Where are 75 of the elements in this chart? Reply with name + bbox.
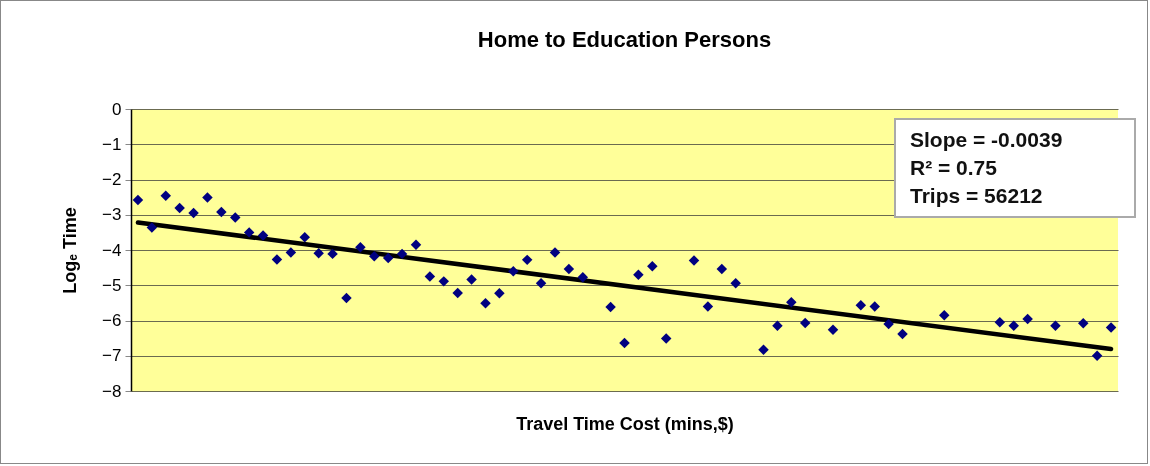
point [438, 276, 450, 287]
y-tick-label: −2 [102, 170, 122, 189]
point [799, 317, 811, 329]
y-tick-label: −3 [102, 205, 122, 225]
point [369, 251, 380, 262]
point [730, 277, 741, 289]
point [466, 274, 477, 285]
point [1091, 350, 1103, 361]
text-box: Slope = -0.0039 R² = 0.75 Trips = 56212 [894, 118, 1136, 218]
point [508, 265, 519, 277]
point [188, 207, 199, 219]
point [174, 202, 185, 214]
point [480, 297, 491, 309]
point [521, 254, 533, 266]
point [327, 248, 338, 260]
point [897, 328, 908, 340]
point [341, 292, 352, 304]
point [452, 287, 463, 299]
chart-title: Home to Education Persons [477, 27, 772, 52]
x-axis-title: Travel Time Cost (mins,$) [516, 413, 734, 434]
point [257, 230, 269, 241]
point [132, 194, 144, 206]
point [619, 337, 630, 349]
point [410, 239, 422, 250]
point [1022, 313, 1033, 325]
point [355, 241, 366, 253]
point [494, 288, 505, 299]
point [396, 248, 408, 260]
point [647, 260, 658, 272]
point [869, 301, 880, 312]
y-tick-label: −5 [102, 275, 122, 295]
annotation: R² = 0.75 [910, 155, 998, 181]
point [549, 247, 561, 258]
point [1008, 320, 1019, 332]
point [230, 212, 241, 223]
point [146, 222, 158, 233]
annotation: Trips = 56212 [910, 183, 1044, 209]
point [160, 190, 171, 201]
y-tick-label: −4 [102, 240, 122, 260]
point [938, 309, 950, 321]
point [271, 254, 283, 265]
y-axis-title: Logₑ Time [60, 207, 81, 294]
y-tick-label: −1 [102, 134, 122, 154]
point [883, 318, 894, 330]
point [577, 271, 589, 283]
point [313, 247, 324, 259]
point [827, 324, 839, 335]
point [605, 301, 616, 313]
point [855, 300, 867, 311]
point [202, 192, 213, 203]
point [424, 271, 436, 282]
y-tick-label: −8 [102, 381, 122, 401]
y-tick-label: −6 [102, 311, 122, 330]
annotation: Slope = -0.0039 [910, 127, 1064, 153]
point [633, 269, 644, 280]
point [1078, 318, 1089, 329]
point [688, 255, 700, 266]
point [299, 232, 311, 243]
point [1105, 322, 1117, 333]
point [660, 333, 672, 344]
point [1050, 320, 1061, 332]
point [285, 247, 297, 258]
point [702, 301, 714, 312]
point [716, 263, 728, 275]
point [786, 296, 797, 308]
point [243, 227, 255, 238]
point [535, 277, 547, 289]
point [216, 206, 227, 218]
y-tick-label: −7 [102, 346, 122, 366]
point [382, 252, 394, 264]
point [994, 317, 1006, 328]
point [563, 263, 575, 275]
point [772, 320, 783, 332]
point [758, 344, 769, 355]
y-tick-label: 0 [112, 99, 122, 119]
